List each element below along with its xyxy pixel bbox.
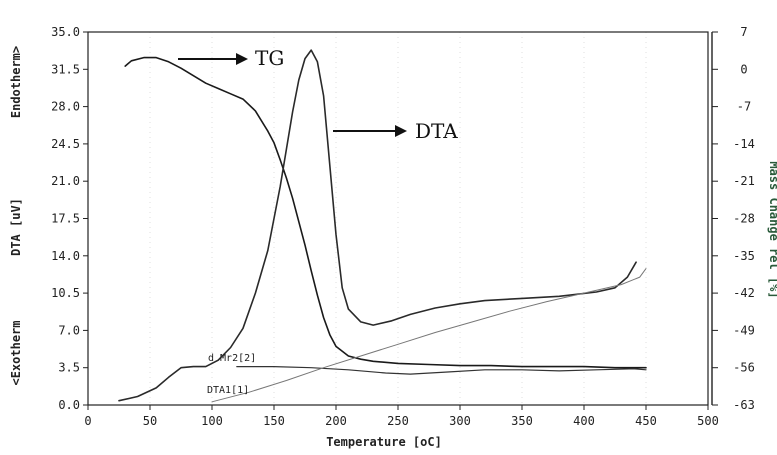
series-line-dta	[118, 49, 637, 402]
y-left-tick-label: 7.0	[58, 323, 80, 337]
dta-label: DTA	[415, 119, 458, 143]
dta-arrow-head	[395, 125, 407, 137]
tg-label: TG	[255, 46, 284, 70]
tg-arrow-head	[236, 53, 248, 65]
y-right-tick-label: -14	[733, 137, 755, 151]
y-left-tick-label: 3.5	[58, 361, 80, 375]
x-tick-label: 450	[635, 414, 657, 428]
series-line-dta1	[211, 268, 647, 403]
y-right-title: Mass Change rel [%]	[767, 161, 777, 298]
y-left-title-mid: DTA [uV]	[9, 198, 23, 256]
y-left-title-bottom: <Exotherm	[9, 320, 23, 385]
y-left-tick-label: 17.5	[51, 212, 80, 226]
y-left-tick-label: 28.0	[51, 100, 80, 114]
y-left-title-top: Endotherm>	[9, 46, 23, 118]
y-right-tick-label: -21	[733, 174, 755, 188]
y-left-axis-ticks: 0.0 3.5 7.0 10.5 14.0 17.5 21.0 24.5 28.0 31.5 35.…	[51, 25, 88, 412]
y-right-tick-label: -49	[733, 323, 755, 337]
dmr-label: d Mr2[2]	[208, 353, 256, 364]
y-left-tick-label: 10.5	[51, 286, 80, 300]
y-right-tick-label: -28	[733, 212, 755, 226]
y-right-tick-label: -56	[733, 361, 755, 375]
dta-annotation: DTA	[333, 119, 458, 143]
x-tick-label: 300	[449, 414, 471, 428]
tg-annotation: TG	[178, 46, 284, 70]
y-right-tick-label: 0	[740, 62, 747, 76]
y-right-tick-label: 7	[740, 25, 747, 39]
x-tick-label: 50	[143, 414, 157, 428]
y-left-tick-label: 35.0	[51, 25, 80, 39]
x-tick-label: 250	[387, 414, 409, 428]
series-line-tg	[124, 56, 647, 369]
y-right-tick-label: -63	[733, 398, 755, 412]
x-axis-ticks: 0 50 100 150 200 250 300 350 400 450 500	[84, 405, 719, 428]
y-right-tick-label: -7	[737, 100, 751, 114]
x-tick-label: 350	[511, 414, 533, 428]
x-tick-label: 400	[573, 414, 595, 428]
x-axis-title: Temperature [oC]	[326, 435, 442, 449]
x-tick-label: 100	[201, 414, 223, 428]
x-tick-label: 0	[84, 414, 91, 428]
x-tick-label: 200	[325, 414, 347, 428]
y-left-tick-label: 31.5	[51, 62, 80, 76]
y-right-axis-ticks: 7 0 -7 -14 -21 -28 -35 -42 -49 -56 -63	[712, 25, 755, 412]
series-group	[118, 49, 647, 403]
y-left-tick-label: 14.0	[51, 249, 80, 263]
y-right-tick-label: -42	[733, 286, 755, 300]
y-right-tick-label: -35	[733, 249, 755, 263]
x-tick-label: 150	[263, 414, 285, 428]
x-tick-label: 500	[697, 414, 719, 428]
y-left-tick-label: 0.0	[58, 398, 80, 412]
series-line-dmr	[236, 366, 647, 375]
grid	[149, 32, 647, 405]
y-left-tick-label: 21.0	[51, 174, 80, 188]
dta1-label: DTA1[1]	[207, 385, 249, 396]
y-left-tick-label: 24.5	[51, 137, 80, 151]
